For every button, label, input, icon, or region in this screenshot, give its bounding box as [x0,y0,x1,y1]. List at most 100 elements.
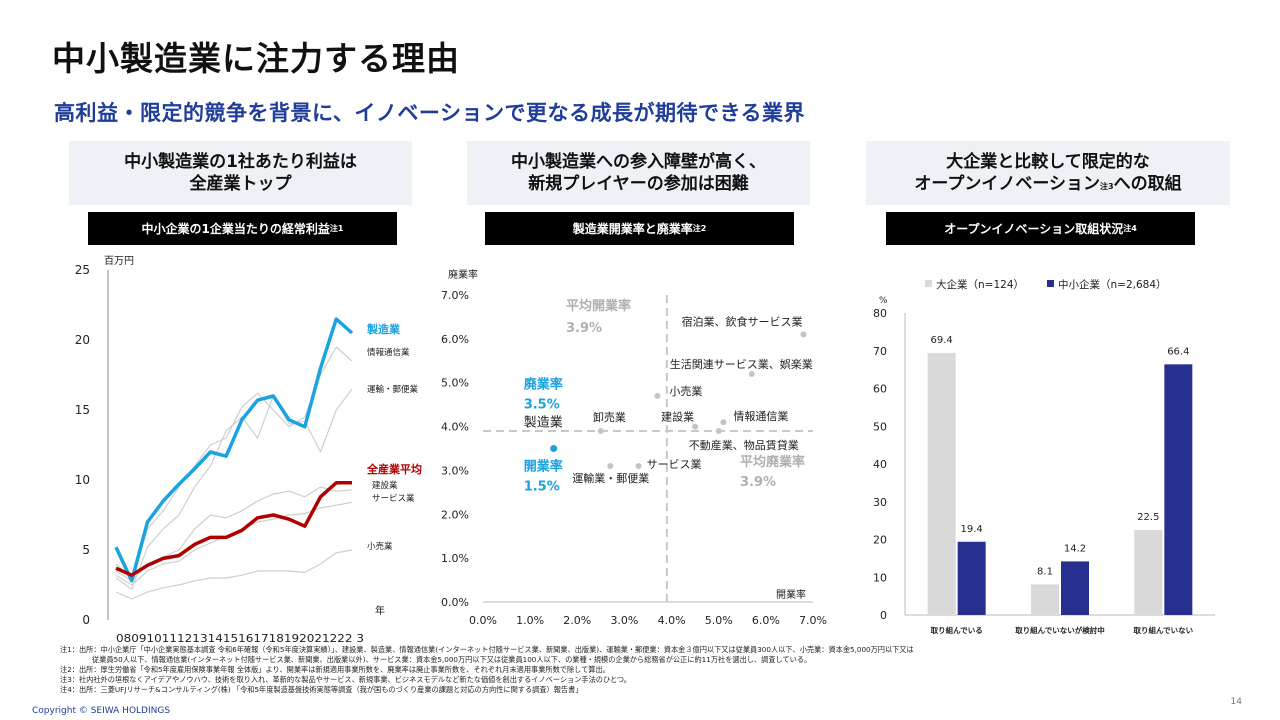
line-ytick-label: 15 [75,403,90,417]
scatter-ytick-label: 7.0% [441,289,469,302]
copyright: Copyright © SEIWA HOLDINGS [32,706,171,716]
bar-value-label: 8.1 [1037,566,1053,577]
manufacturing-point [550,445,558,452]
scatter-point-label: 建設業 [661,410,694,424]
line-series-label: 小売業 [367,541,393,552]
left-bar-note: 注1 [329,224,344,233]
bar-rect [1134,530,1163,615]
bar-rect [1164,364,1193,615]
scatter-point-label: 宿泊業、飲食サービス業 [682,314,803,328]
profit-line-chart: 0 5 10 15 20 25 百万円年 08091011121314151617181920… [60,252,440,644]
manufacturing-close-label: 廃業率 [523,377,563,393]
manufacturing-close-value: 3.5% [524,398,560,413]
middle-heading-line2: 新規プレイヤーの参加は困難 [528,174,749,194]
bar-rect [1061,561,1089,615]
bar-ytick-label: 70 [873,345,887,358]
line-x-unit: 年 [375,604,385,617]
bar-legend-swatch [1047,280,1054,287]
page-subtitle: 高利益・限定的競争を背景に、イノベーションで更なる成長が期待できる業界 [54,101,806,125]
scatter-ytick-label: 4.0% [441,421,469,434]
scatter-xtick-label: 4.0% [658,614,686,627]
right-bar-label: オープンイノベーション取組状況 [944,222,1124,236]
right-chart-label-bar: オープンイノベーション取組状況 注4 [886,212,1195,245]
scatter-ytick-label: 1.0% [441,552,469,565]
bar-ytick-label: 40 [873,458,887,471]
bar-ytick-label: 30 [873,496,887,509]
bar-value-label: 22.5 [1137,512,1159,523]
bar-ytick-label: 10 [873,571,887,584]
scatter-ytick-label: 0.0% [441,596,469,609]
line-ytick-label: 0 [82,613,90,627]
left-heading-line2: 全産業トップ [189,174,292,194]
manufacturing-open-value: 1.5% [524,480,560,495]
right-panel-heading: 大企業と比較して限定的な オープンイノベーション注3への取組 [866,141,1230,205]
scatter-point [800,331,807,338]
scatter-point [635,463,642,470]
scatter-xtick-label: 1.0% [516,614,544,627]
bar-ytick-label: 80 [873,307,887,320]
scatter-point [715,427,722,434]
scatter-point [654,392,661,399]
scatter-point-label: 卸売業 [593,410,626,424]
bar-value-label: 69.4 [931,335,953,346]
scatter-xtick-label: 6.0% [752,614,780,627]
bar-legend-label: 大企業（n=124） [936,278,1024,291]
bar-y-unit: % [879,296,888,306]
middle-panel-heading: 中小製造業への参入障壁が高く、 新規プレイヤーの参加は困難 [467,141,810,205]
middle-heading-line1: 中小製造業への参入障壁が高く、 [511,151,766,172]
scatter-point-label: サービス業 [647,458,702,471]
scatter-y-title: 廃業率 [448,268,478,281]
manufacturing-label: 製造業 [524,415,563,431]
middle-bar-label: 製造業開業率と廃業率 [572,222,693,236]
scatter-ytick-label: 6.0% [441,333,469,346]
footnote-1-cont: 従業員50人以下、情報通信業(インターネット付随サービス業、新聞業、出版業以外)… [92,654,812,664]
middle-chart-label-bar: 製造業開業率と廃業率 注2 [485,212,794,245]
line-y-unit: 百万円 [104,255,134,267]
line-series-製造業 [114,317,354,583]
bar-rect [957,541,986,615]
footnote-3: 注3：社内社外の垣根なくアイデアやノウハウ、技術を取り入れ、革新的な製品やサービ… [60,674,631,684]
bar-ytick-label: 20 [873,534,887,547]
avg-close-label: 平均廃業率 [740,454,805,470]
footnotes: 注1：出所：中小企業庁「中小企業実態基本調査 令和6年確報（令和5年度決算実績）… [60,645,1220,695]
left-heading-line1: 中小製造業の1社あたり利益は [124,151,357,172]
bar-legend-label: 中小企業（n=2,684） [1058,278,1167,291]
scatter-xtick-label: 7.0% [799,614,827,627]
line-series-運輸・郵便業 [115,388,353,590]
manufacturing-open-label: 開業率 [524,459,563,475]
avg-open-value: 3.9% [566,321,602,336]
footnote-1: 注1：出所：中小企業庁「中小企業実態基本調査 令和6年確報（令和5年度決算実績）… [60,645,914,654]
scatter-xtick-label: 2.0% [563,614,591,627]
scatter-ytick-label: 3.0% [441,464,469,477]
bar-value-label: 14.2 [1064,543,1086,554]
right-heading-note: 注3 [1100,182,1114,191]
footnote-4: 注4：出所：三菱UFJリサーチ&コンサルティング(株) 「令和5年度製造基盤技術… [60,684,583,694]
scatter-point [597,427,604,434]
line-series-label: 情報通信業 [367,347,410,358]
bar-ytick-label: 60 [873,383,887,396]
line-ytick-label: 10 [75,473,90,487]
bar-ytick-label: 0 [880,609,887,622]
bar-value-label: 19.4 [961,524,983,535]
right-heading-line2a: オープンイノベーション [914,174,1101,194]
scatter-point-label: 情報通信業 [733,410,788,423]
scatter-x-title: 開業率 [776,588,806,601]
scatter-point [720,419,727,426]
bar-category-label: 取り組んでいない [1134,625,1194,635]
bar-ytick-label: 50 [873,420,887,433]
line-series-小売業 [115,549,353,600]
line-series-全産業平均 [115,481,352,577]
scatter-point-label: 不動産業、物品賃貸業 [689,438,799,452]
page-number: 14 [1230,697,1242,707]
middle-bar-note: 注2 [692,224,707,233]
scatter-ytick-label: 5.0% [441,377,469,390]
bar-legend-swatch [925,280,932,287]
footnote-2: 注2：出所：厚生労働省「令和5年度雇用保険事業年報 全体版」より、開業率は新規適… [60,664,610,674]
scatter-point [748,370,755,377]
line-ytick-label: 20 [75,333,90,347]
line-series-label: サービス業 [372,493,415,504]
scatter-point [607,463,614,470]
bar-value-label: 66.4 [1167,346,1189,357]
scatter-ytick-label: 2.0% [441,508,469,521]
right-bar-note: 注4 [1123,224,1137,233]
